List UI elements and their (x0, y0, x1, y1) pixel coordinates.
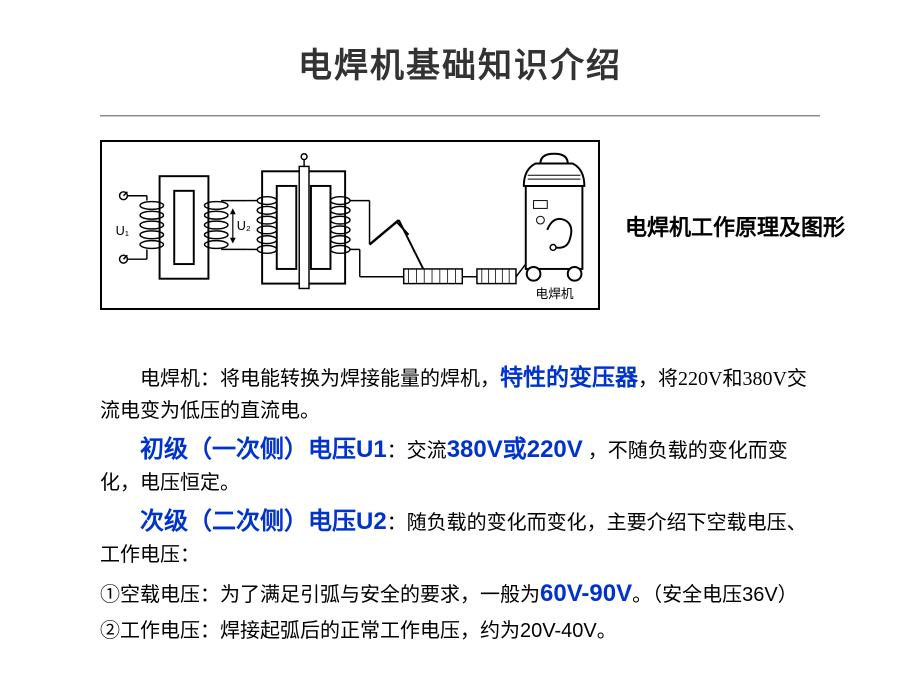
p2-highlight2: 380V或220V (447, 436, 583, 463)
diagram-caption: 电焊机工作原理及图形 (625, 210, 845, 242)
title-underline (100, 115, 820, 117)
p2-text-a: ：交流 (387, 440, 447, 462)
circuit-diagram: U₁ U₂ (100, 140, 600, 310)
body-content: 电焊机：将电能转换为焊接能量的焊机，特性的变压器，将220V和380V交流电变为… (100, 360, 820, 651)
p1-text-a: 电焊机：将电能转换为焊接能量的焊机， (140, 368, 500, 390)
u2-label: U₂ (237, 219, 251, 233)
welding-machine-icon (516, 154, 584, 281)
p1-highlight: 特性的变压器 (500, 364, 638, 390)
p4-text-a: ①空载电压：为了满足引弧与安全的要求，一般为 (100, 584, 540, 606)
p4-text-b: 。（安全电压36V） (632, 584, 798, 606)
p5-text: ②工作电压：焊接起弧后的正常工作电压，约为20V-40V。 (100, 616, 820, 647)
p4-highlight: 60V-90V (540, 580, 632, 607)
p3-highlight: 次级（二次侧）电压U2 (140, 508, 387, 535)
u1-label: U₁ (116, 224, 129, 238)
page-title: 电焊机基础知识介绍 (0, 38, 920, 87)
p2-highlight: 初级（一次侧）电压U1 (140, 436, 387, 463)
circuit-svg: U₁ U₂ (102, 142, 598, 308)
machine-label: 电焊机 (536, 287, 574, 301)
